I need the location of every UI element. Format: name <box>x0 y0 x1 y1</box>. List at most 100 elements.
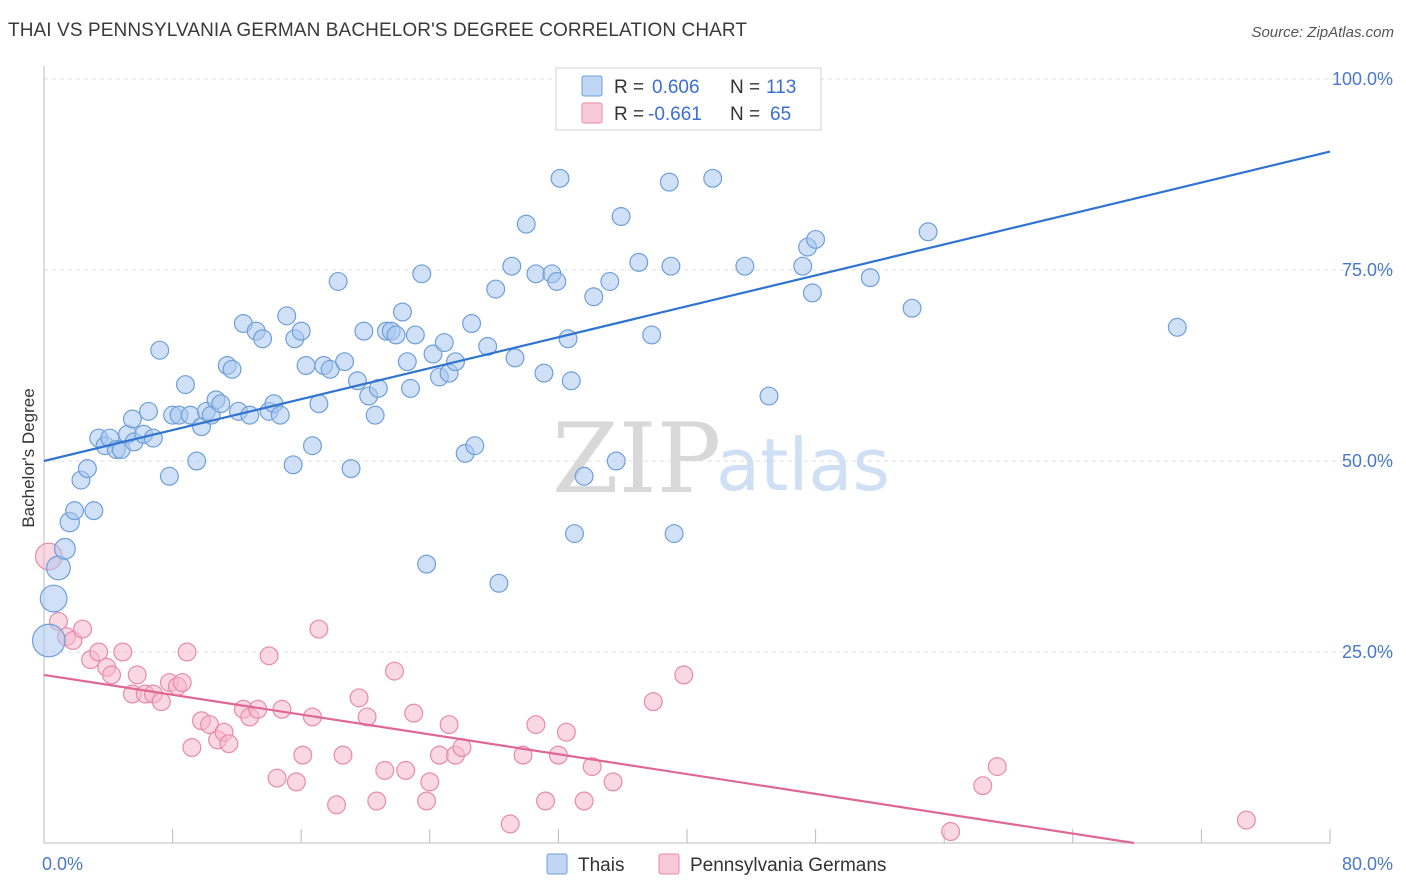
pennsylvania-german-point-53 <box>536 791 556 811</box>
thai-point-19 <box>143 428 163 448</box>
thai-point-83 <box>534 363 554 383</box>
thai-point-66 <box>412 264 432 284</box>
legend-swatch-thais <box>581 75 603 97</box>
pennsylvania-german-point-8 <box>102 665 122 685</box>
pennsylvania-german-point-36 <box>333 745 353 765</box>
pennsylvania-german-point-40 <box>375 760 395 780</box>
legend-r-label-pg: R = <box>614 104 644 125</box>
pennsylvania-german-point-11 <box>127 665 147 685</box>
pennsylvania-german-point-29 <box>267 768 287 788</box>
pennsylvania-german-point-52 <box>526 715 546 735</box>
pennsylvania-german-point-14 <box>151 692 171 712</box>
thai-point-109 <box>918 222 938 242</box>
pennsylvania-german-point-17 <box>172 673 192 693</box>
pennsylvania-german-point-63 <box>987 757 1007 777</box>
legend-n-label-pg: N = <box>730 104 760 125</box>
thai-point-106 <box>806 229 826 249</box>
thai-point-55 <box>354 321 374 341</box>
thai-point-7 <box>77 459 97 479</box>
pennsylvania-german-point-62 <box>973 776 993 796</box>
thai-point-61 <box>386 325 406 345</box>
legend-n-label-thais: N = <box>730 77 760 98</box>
legend-swatch-pennsylvania-germans <box>581 102 603 124</box>
pennsylvania-german-points <box>34 542 1256 842</box>
pennsylvania-german-point-24 <box>219 734 239 754</box>
pennsylvania-german-point-43 <box>404 703 424 723</box>
pennsylvania-german-point-56 <box>574 791 594 811</box>
thai-point-74 <box>462 313 482 333</box>
thai-point-24 <box>175 375 195 395</box>
thai-point-81 <box>516 214 536 234</box>
pennsylvania-german-point-42 <box>396 760 416 780</box>
pennsylvania-german-point-45 <box>420 772 440 792</box>
thai-point-94 <box>611 207 631 227</box>
thai-point-41 <box>270 405 290 425</box>
legend-box: R = 0.606 N = 113 R = -0.661 N = 65 <box>555 67 822 131</box>
thai-point-38 <box>253 329 273 349</box>
pennsylvania-german-point-19 <box>182 738 202 757</box>
thai-point-68 <box>423 344 443 364</box>
y-tick-labels: 25.0% 50.0% 75.0% 100.0% <box>1332 69 1393 662</box>
legend-n-value-pg: 65 <box>770 104 791 125</box>
y-tick-label-0: 25.0% <box>1342 642 1393 662</box>
pennsylvania-german-point-34 <box>309 619 329 639</box>
pennsylvania-german-point-32 <box>293 745 313 765</box>
y-axis-label: Bachelor's Degree <box>19 388 38 527</box>
legend-r-value-pg: -0.661 <box>648 104 702 125</box>
source-label: Source: ZipAtlas.com <box>1251 24 1394 41</box>
thai-point-98 <box>661 256 681 276</box>
thai-point-51 <box>328 271 348 291</box>
thai-point-42 <box>277 306 297 326</box>
bottom-legend-pennsylvania-germans: Pennsylvania Germans <box>690 855 886 876</box>
thai-point-89 <box>564 524 584 544</box>
thai-point-20 <box>150 340 170 360</box>
bottom-legend-swatch-pennsylvania-germans <box>658 853 680 875</box>
bottom-legend-thais: Thais <box>578 855 624 876</box>
legend-r-value-thais: 0.606 <box>652 77 700 98</box>
trend-lines <box>43 150 1331 845</box>
pennsylvania-german-point-30 <box>272 699 292 719</box>
thai-point-103 <box>793 256 813 276</box>
thai-point-102 <box>759 386 779 406</box>
thai-point-5 <box>65 501 85 521</box>
thai-point-93 <box>606 451 626 471</box>
thai-points <box>31 168 1187 658</box>
thai-point-75 <box>465 436 485 456</box>
pennsylvania-german-point-64 <box>1236 810 1256 830</box>
thai-point-70 <box>434 333 454 353</box>
thai-point-0 <box>31 623 66 658</box>
thai-point-63 <box>397 352 417 372</box>
watermark-atlas: atlas <box>716 423 890 507</box>
thai-point-91 <box>584 287 604 307</box>
pennsylvania-german-point-31 <box>286 772 306 792</box>
legend-n-value-thais: 113 <box>766 77 796 98</box>
pennsylvania-german-point-46 <box>429 745 449 765</box>
thai-point-57 <box>365 405 385 425</box>
thai-point-8 <box>84 501 104 521</box>
pennsylvania-german-point-4 <box>73 619 93 639</box>
thai-point-33 <box>222 359 242 379</box>
pennsylvania-german-point-55 <box>556 722 576 742</box>
axes <box>43 66 1331 844</box>
x-tick-label-1: 80.0% <box>1342 854 1393 874</box>
x-tick-label-0: 0.0% <box>42 854 83 874</box>
pennsylvania-german-point-47 <box>439 715 459 735</box>
pennsylvania-german-point-39 <box>367 791 387 811</box>
y-tick-label-1: 50.0% <box>1342 451 1393 471</box>
pennsylvania-german-point-9 <box>113 642 133 662</box>
gridlines <box>44 78 1392 653</box>
legend-r-label-thais: R = <box>614 77 644 98</box>
thai-point-21 <box>159 466 179 486</box>
thai-point-107 <box>860 268 880 288</box>
thai-point-97 <box>659 172 679 192</box>
thai-point-65 <box>405 325 425 345</box>
pennsylvania-german-point-44 <box>417 791 437 811</box>
thai-point-95 <box>629 252 649 272</box>
thai-point-100 <box>703 168 723 188</box>
thai-point-47 <box>302 436 322 456</box>
thai-point-90 <box>574 466 594 486</box>
thai-point-78 <box>489 573 509 593</box>
pennsylvania-german-point-61 <box>941 822 961 842</box>
thai-point-1 <box>39 584 68 613</box>
